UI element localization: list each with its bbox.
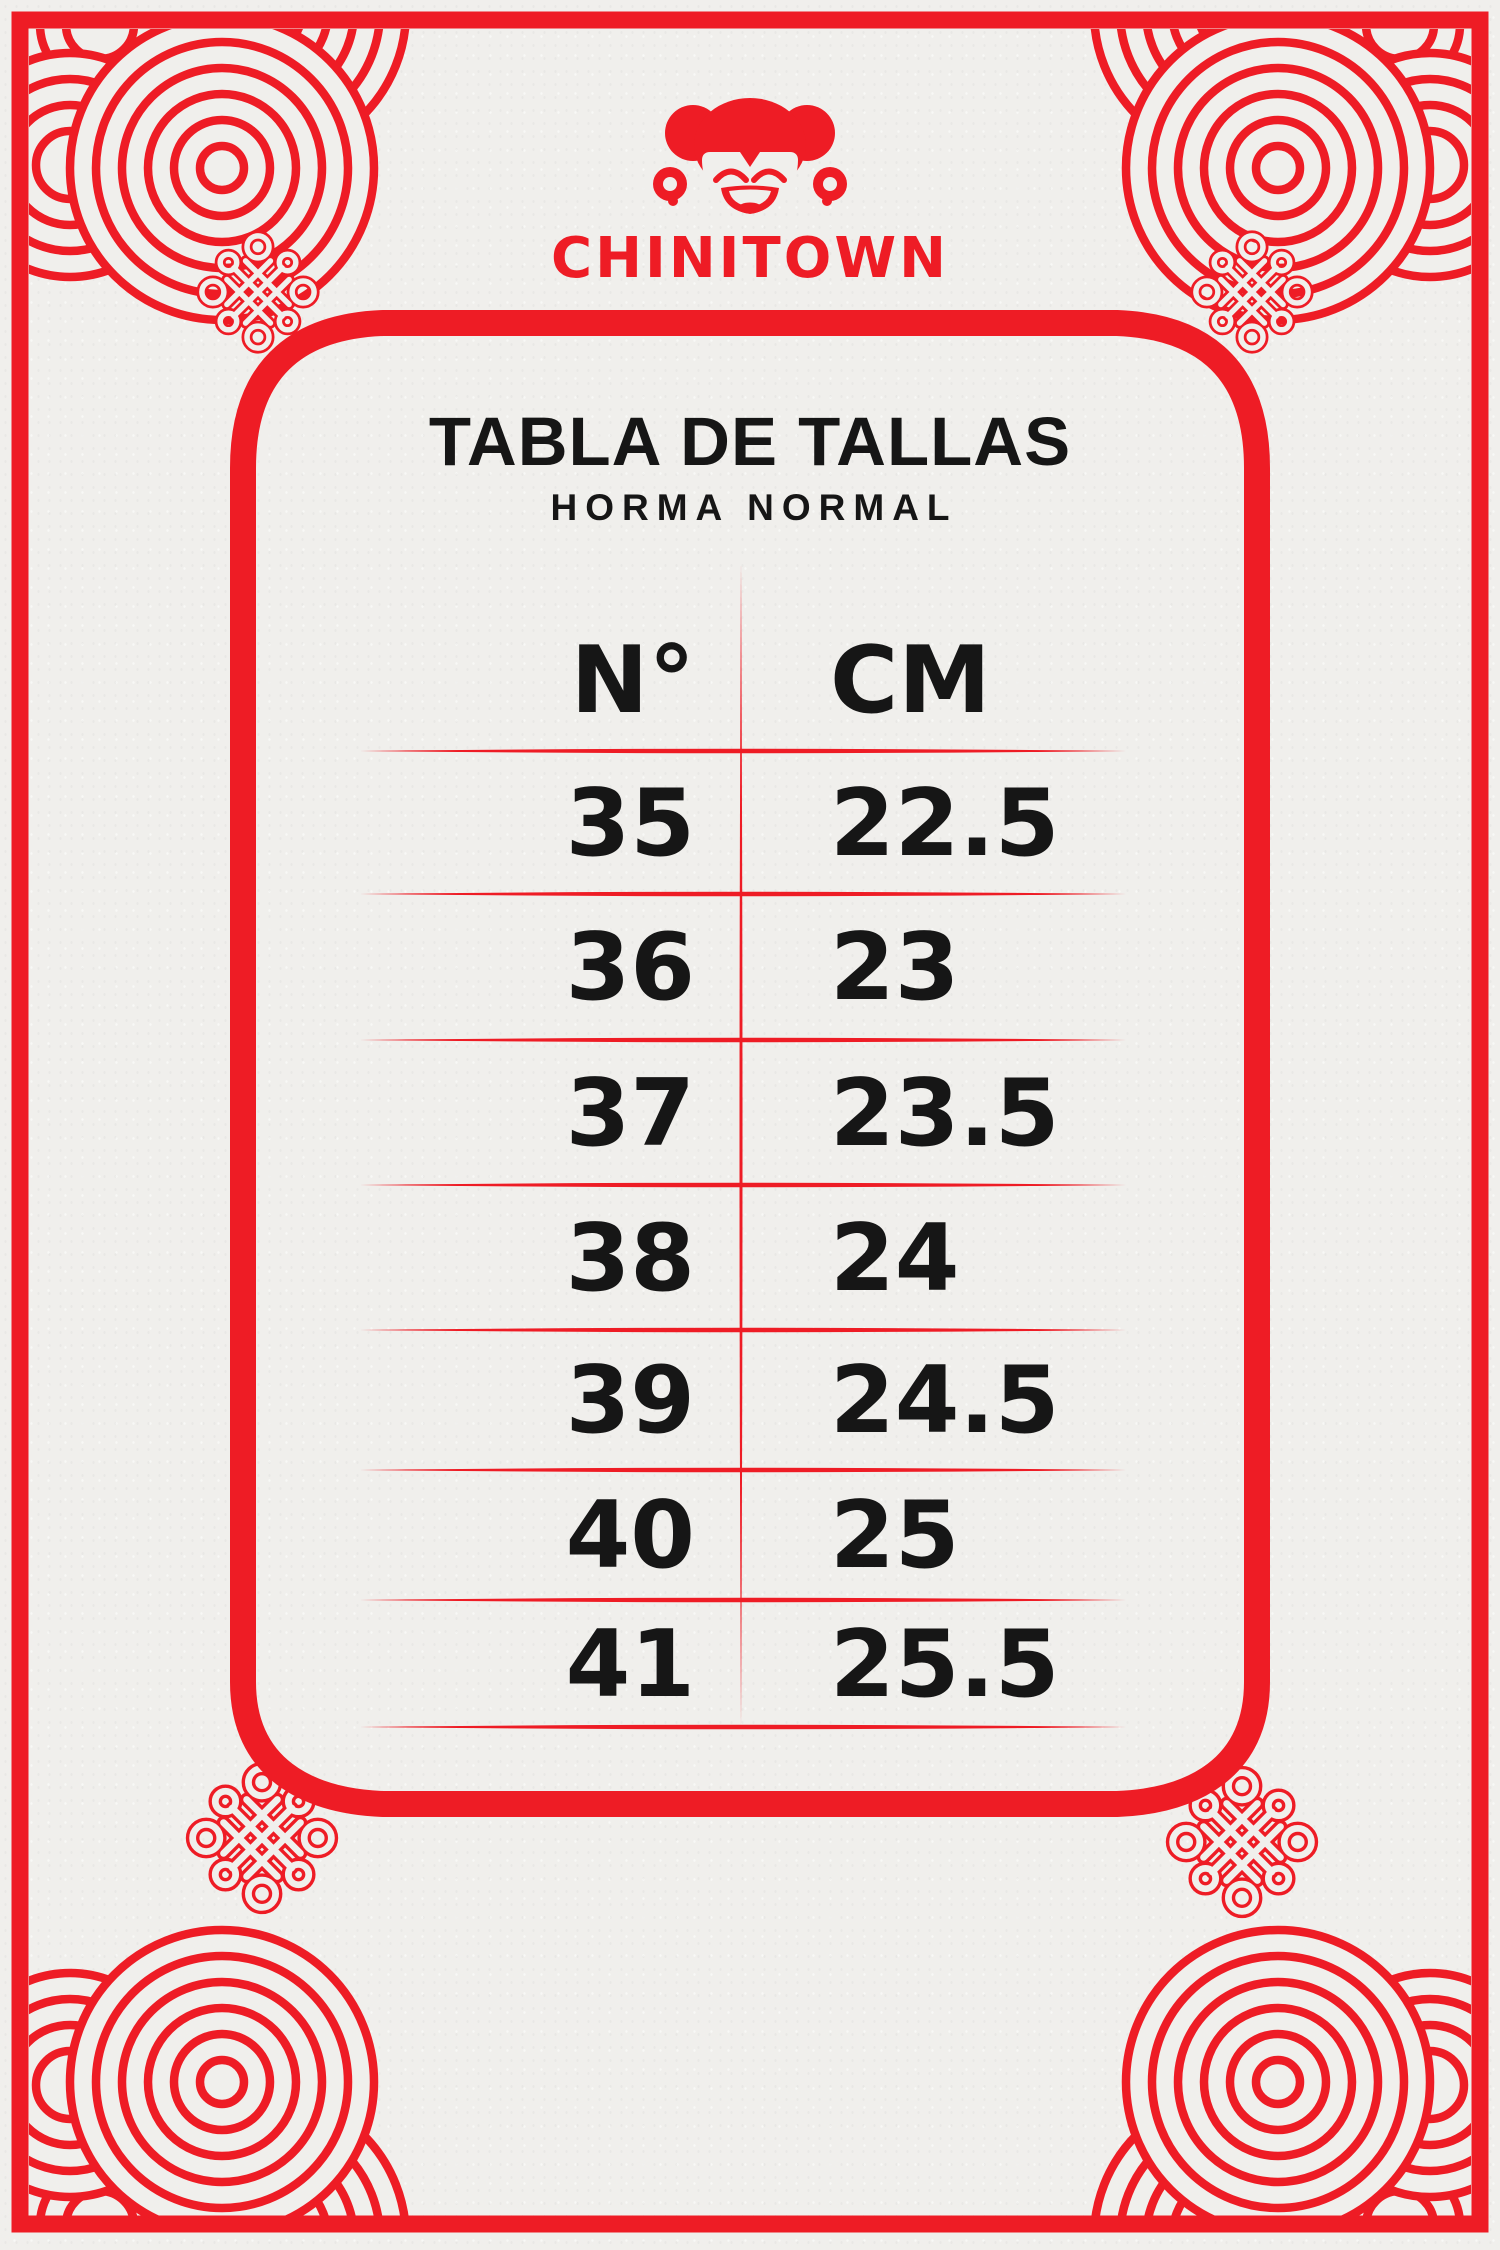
- table-row: 36 23: [0, 894, 1500, 1040]
- table-row: 39 24.5: [0, 1330, 1500, 1470]
- cm-cell: 25.5: [830, 1609, 1060, 1718]
- size-chart-title: TABLA DE TALLAS: [428, 403, 1072, 480]
- size-cell: 40: [565, 1481, 695, 1589]
- size-cell: 39: [565, 1346, 695, 1454]
- size-cell: 38: [565, 1203, 695, 1312]
- size-cell: 41: [565, 1609, 695, 1718]
- plaque-frame: [230, 310, 1270, 1817]
- corner-cloud-pattern-icon: [0, 1930, 406, 2250]
- table-row: 40 25: [0, 1470, 1500, 1600]
- size-cell: 37: [565, 1058, 695, 1167]
- table-header-row: N° CM: [0, 585, 1500, 775]
- table-row: 35 22.5: [0, 751, 1500, 894]
- size-chart-subtitle: HORMA NORMAL: [550, 487, 958, 528]
- table-row: 41 25.5: [0, 1600, 1500, 1727]
- outer-border: [11, 11, 1489, 2233]
- size-cell: 35: [565, 768, 695, 877]
- brand-wordmark: CHINITOWN: [551, 226, 949, 291]
- size-column-header: N°: [570, 626, 695, 734]
- cm-cell: 25: [830, 1481, 960, 1589]
- table-row: 37 23.5: [0, 1040, 1500, 1185]
- brand-mascot-icon: [653, 98, 847, 214]
- cm-cell: 23.5: [830, 1058, 1060, 1167]
- corner-cloud-pattern-icon: [1094, 1930, 1500, 2250]
- table-row: 38 24: [0, 1185, 1500, 1330]
- cm-cell: 23: [830, 913, 960, 1021]
- cm-cell: 24: [830, 1203, 960, 1312]
- size-cell: 36: [565, 913, 695, 1021]
- cm-cell: 22.5: [830, 768, 1060, 877]
- column-divider: [739, 563, 743, 1727]
- endless-knot-icon: [174, 1750, 349, 1925]
- cm-column-header: CM: [830, 626, 991, 734]
- table-grid-lines: [360, 563, 1126, 1730]
- cm-cell: 24.5: [830, 1346, 1060, 1454]
